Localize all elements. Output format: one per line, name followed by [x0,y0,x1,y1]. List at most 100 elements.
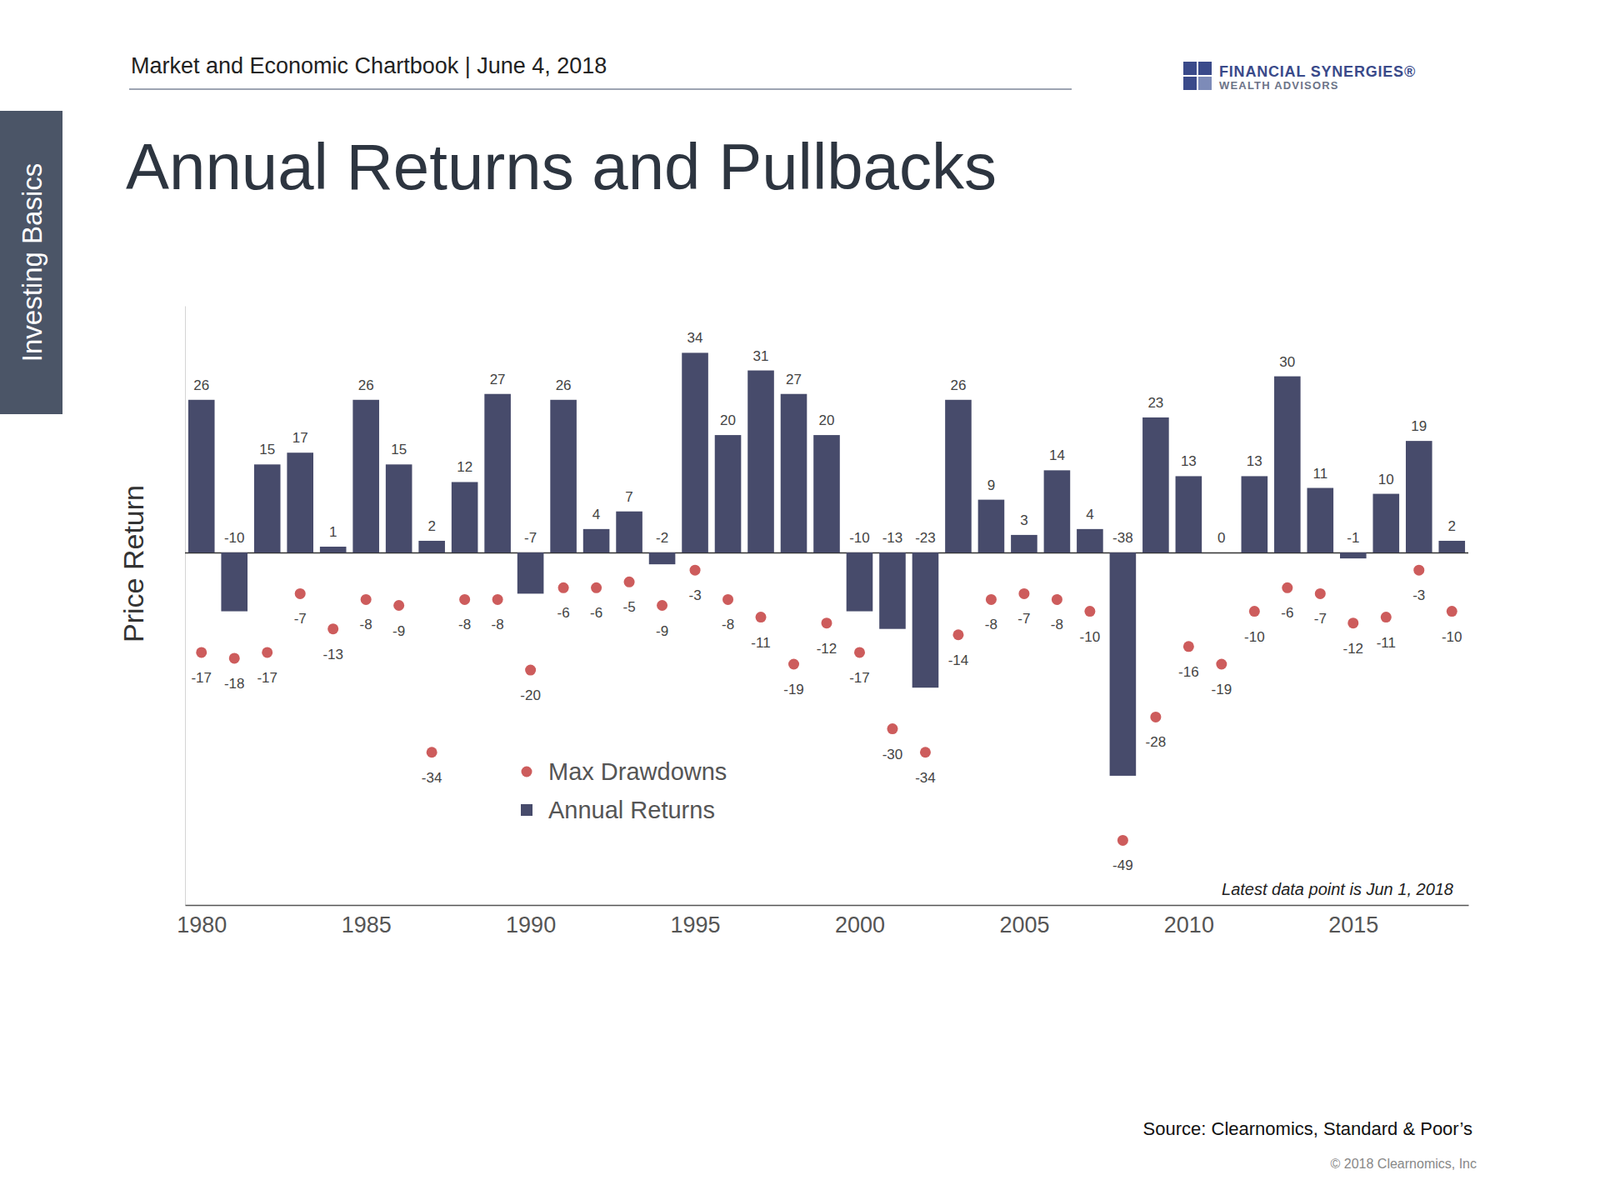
x-tick: 1980 [176,905,227,938]
drawdown-dot [1249,605,1260,617]
return-label: 13 [1180,453,1197,470]
return-bar [747,370,775,554]
drawdown-label: -19 [1211,681,1233,698]
return-bar [846,552,874,611]
return-label: 27 [490,371,506,388]
return-bar [517,552,545,594]
x-tick: 2010 [1164,905,1215,938]
return-label: 34 [687,330,704,346]
drawdown-label: -7 [1314,610,1327,627]
drawdown-label: -8 [1050,616,1064,633]
drawdown-dot [985,594,997,605]
return-bar [1175,475,1203,553]
header: Market and Economic Chartbook | June 4, … [130,53,607,79]
drawdown-label: -8 [491,616,505,633]
drawdown-label: -17 [190,670,212,686]
drawdown-dot [656,600,668,611]
return-label: 1 [329,524,337,540]
x-tick: 1995 [670,905,721,938]
return-bar [879,552,906,630]
drawdown-label: -6 [557,605,570,621]
drawdown-dot [1347,617,1359,629]
header-rule [129,88,1072,90]
x-tick-label: 2010 [1164,912,1215,938]
return-label: 9 [987,477,995,494]
drawdown-dot [261,646,273,658]
return-bar [978,500,1005,553]
data-labels: 26-1015171261521227-72647-23420312720-10… [190,330,1462,874]
drawdown-dot [1446,605,1458,617]
return-bar [385,464,413,553]
return-label: 3 [1020,512,1028,529]
return-bar [813,435,840,553]
side-tab-label: Investing Basics [16,163,48,362]
return-label: 13 [1246,453,1263,470]
drawdown-dot [229,652,240,664]
x-tick-label: 2000 [835,912,885,938]
side-tab [0,110,63,415]
return-label: 12 [456,459,473,475]
drawdown-label: -19 [783,681,805,698]
return-label: 26 [193,377,210,394]
drawdown-dot [1215,658,1227,670]
drawdown-label: -18 [224,675,245,692]
drawdown-dot [1183,640,1195,652]
y-axis-line [185,306,186,906]
drawdown-label: -7 [294,610,307,627]
legend: Max DrawdownsAnnual Returns [520,758,727,824]
return-label: 26 [950,377,966,394]
return-label: 27 [785,371,802,388]
return-bar [681,352,709,553]
return-bar [1010,535,1038,553]
drawdown-label: -9 [655,623,669,640]
drawdown-dot [1315,588,1326,600]
return-bar [352,400,380,553]
return-bar [451,481,479,553]
drawdown-label: -28 [1145,734,1167,750]
drawdown-label: -14 [948,652,970,669]
y-axis [185,306,1469,906]
x-tick: 1990 [505,905,556,938]
legend-swatch [520,804,533,816]
drawdown-label: -7 [1017,610,1030,627]
x-tick-label: 1995 [670,912,721,938]
return-label: 4 [1085,506,1094,523]
return-label: -23 [915,530,936,546]
drawdown-dot [624,576,635,588]
return-label: 2 [1448,518,1456,535]
drawdown-dot [393,600,405,611]
annotation: Latest data point is Jun 1, 2018 [1221,880,1454,899]
drawdown-dot [690,565,701,576]
drawdown-label: -11 [1376,635,1396,651]
drawdown-label: -5 [623,599,636,615]
drawdown-label: -20 [520,687,541,704]
drawdown-label: -6 [1280,605,1294,621]
return-bar [418,540,445,553]
drawdown-label: -8 [985,616,998,633]
drawdown-dot [1084,605,1095,617]
x-axis-line [185,905,1470,906]
drawdown-dot [1281,582,1293,594]
return-bar [1438,540,1465,553]
y-axis-title: Price Return [117,485,150,643]
drawdown-label: -30 [882,746,904,763]
legend-label: Max Drawdowns [548,758,727,785]
x-tick-label: 2005 [999,912,1050,938]
return-bar [1208,552,1235,554]
drawdown-label: -11 [750,635,770,651]
drawdown-label: -10 [1441,629,1463,645]
return-bar [1076,529,1104,553]
return-label: -7 [524,530,537,546]
return-bar [1405,440,1433,553]
drawdown-label: -8 [360,616,373,633]
plot-marks [188,352,1465,846]
legend-swatch [521,766,533,778]
x-tick-label: 2015 [1328,912,1379,938]
return-label: 0 [1217,530,1225,546]
drawdown-dot [590,582,602,594]
return-bar [1274,376,1301,553]
drawdown-label: -10 [1244,629,1265,645]
return-bar [1372,494,1400,553]
return-label: 26 [555,377,572,394]
return-bar [484,394,511,553]
